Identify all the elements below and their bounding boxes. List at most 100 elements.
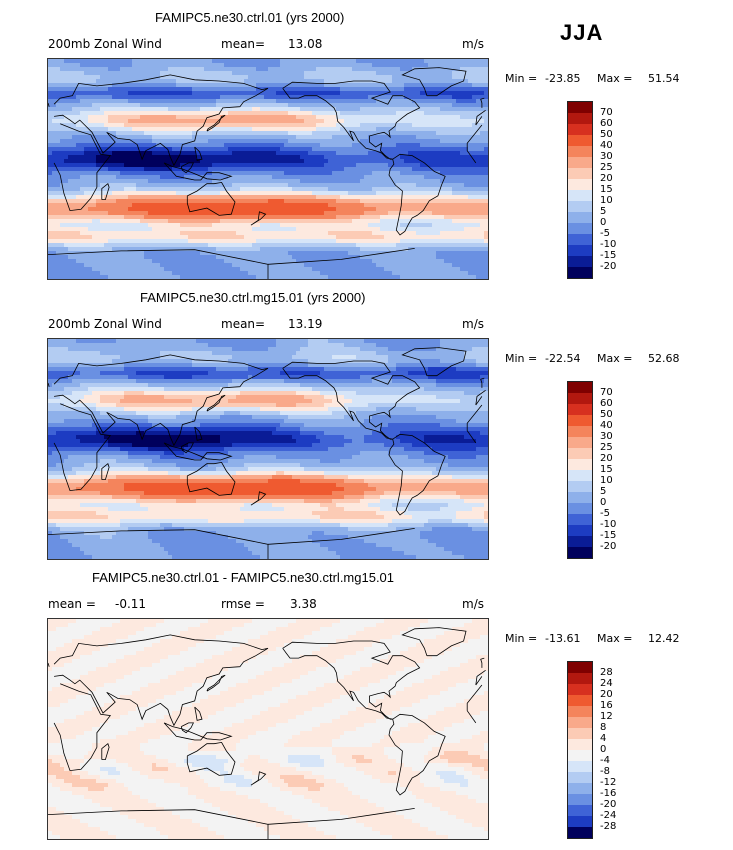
colorbar-swatch <box>568 234 592 245</box>
colorbar-tick-label: -28 <box>600 821 617 832</box>
colorbar-swatch <box>568 212 592 223</box>
colorbar-tick-label: 20 <box>600 173 613 184</box>
colorbar-box <box>567 101 593 279</box>
colorbar-tick-label: 40 <box>600 140 613 151</box>
colorbar-swatch <box>568 190 592 201</box>
coastline <box>186 181 236 216</box>
colorbar-tick-label: 15 <box>600 184 613 195</box>
coastline <box>186 461 236 496</box>
colorbar-swatch <box>568 267 592 278</box>
colorbar-swatch <box>568 245 592 256</box>
panel-1-min-value: -23.85 <box>545 72 581 85</box>
coastline <box>267 808 415 825</box>
colorbar-swatch <box>568 102 592 113</box>
coastline <box>466 124 483 151</box>
colorbar-tick-label: -5 <box>600 228 610 239</box>
colorbar-tick-label: 25 <box>600 162 613 173</box>
contour-fill-cells <box>48 339 488 559</box>
coastline <box>401 67 467 97</box>
panel-3-colorbar: 28 24 20 16 12 8 4 0 -4 -8 -12 -16 -20 -24 -28 <box>567 661 677 839</box>
panel-1-mean-label: mean= <box>221 37 266 51</box>
coastline <box>388 433 446 516</box>
colorbar-tick-label: 15 <box>600 464 613 475</box>
panel-1-min-label: Min = <box>505 72 538 85</box>
coastline <box>163 442 233 461</box>
colorbar-tick-label: 50 <box>600 129 613 140</box>
coastline <box>475 396 483 406</box>
panel-3-contour-field <box>48 619 488 839</box>
coastline-outlines <box>48 627 486 839</box>
colorbar-tick-label: -4 <box>600 755 610 766</box>
coastline <box>180 722 195 734</box>
colorbar-swatch <box>568 783 592 794</box>
colorbar-tick-label: -15 <box>600 530 617 541</box>
colorbar-tick-label: 24 <box>600 678 613 689</box>
coastline-outlines <box>48 347 486 559</box>
colorbar-tick-label: -20 <box>600 799 617 810</box>
colorbar-tick-label: 12 <box>600 711 613 722</box>
coastline <box>475 669 486 686</box>
colorbar-tick-label: 50 <box>600 409 613 420</box>
coastline <box>163 162 233 181</box>
colorbar-tick-label: 16 <box>600 700 613 711</box>
season-label: JJA <box>560 20 604 45</box>
coastline <box>475 389 486 406</box>
colorbar-swatch <box>568 805 592 816</box>
colorbar-tick-label: 20 <box>600 453 613 464</box>
coastline <box>101 743 110 761</box>
colorbar-tick-label: -10 <box>600 519 617 530</box>
colorbar-tick-label: -16 <box>600 788 617 799</box>
panel-3-title: FAMIPC5.ne30.ctrl.01 - FAMIPC5.ne30.ctrl… <box>92 570 395 585</box>
colorbar-tick-label: 70 <box>600 387 613 398</box>
colorbar-swatch <box>568 201 592 212</box>
colorbar-tick-label: -12 <box>600 777 617 788</box>
coastline <box>53 123 112 212</box>
colorbar-swatch <box>568 256 592 267</box>
colorbar-swatch <box>568 459 592 470</box>
coastline <box>194 426 203 441</box>
colorbar-tick-label: 4 <box>600 733 607 744</box>
colorbar-swatch <box>568 448 592 459</box>
panel-2-map <box>47 338 489 560</box>
coastline <box>101 463 110 481</box>
colorbar-swatch <box>568 536 592 547</box>
colorbar-swatch <box>568 717 592 728</box>
colorbar-tick-label: 0 <box>600 217 607 228</box>
colorbar-tick-label: -20 <box>600 261 617 272</box>
coastline <box>180 162 195 174</box>
colorbar-swatch <box>568 404 592 415</box>
colorbar-tick-label: 5 <box>600 486 607 497</box>
coastline <box>101 183 110 201</box>
panel-1-max-label: Max = <box>597 72 633 85</box>
colorbar-tick-label: -10 <box>600 239 617 250</box>
panel-2-title: FAMIPC5.ne30.ctrl.mg15.01 (yrs 2000) <box>140 290 366 305</box>
colorbar-tick-label: -24 <box>600 810 617 821</box>
colorbar-swatch <box>568 437 592 448</box>
colorbar-tick-label: 60 <box>600 118 613 129</box>
coastline <box>480 657 485 668</box>
coastline <box>206 674 226 692</box>
panel-2-variable-label: 200mb Zonal Wind <box>48 317 162 331</box>
coastline <box>194 146 203 161</box>
colorbar-swatch <box>568 481 592 492</box>
colorbar-swatch <box>568 794 592 805</box>
colorbar-box <box>567 381 593 559</box>
colorbar-tick-label: -20 <box>600 541 617 552</box>
colorbar-swatch <box>568 547 592 558</box>
colorbar-swatch <box>568 124 592 135</box>
coastline <box>48 662 50 667</box>
colorbar-box <box>567 661 593 839</box>
colorbar-swatch <box>568 525 592 536</box>
coastline <box>267 528 415 545</box>
panel-2-min-value: -22.54 <box>545 352 581 365</box>
coastline <box>53 683 112 772</box>
colorbar-tick-label: 20 <box>600 689 613 700</box>
coastline <box>186 741 236 776</box>
coastline <box>53 634 269 727</box>
colorbar-tick-label: 25 <box>600 442 613 453</box>
panel-3-mean-label: mean = <box>48 597 96 611</box>
panel-1-max-value: 51.54 <box>648 72 680 85</box>
coastline <box>282 360 421 440</box>
panel-2-colorbar: 70 60 50 40 30 25 20 15 10 5 0 -5 -10 -15 -20 <box>567 381 677 559</box>
coastline <box>480 377 485 388</box>
